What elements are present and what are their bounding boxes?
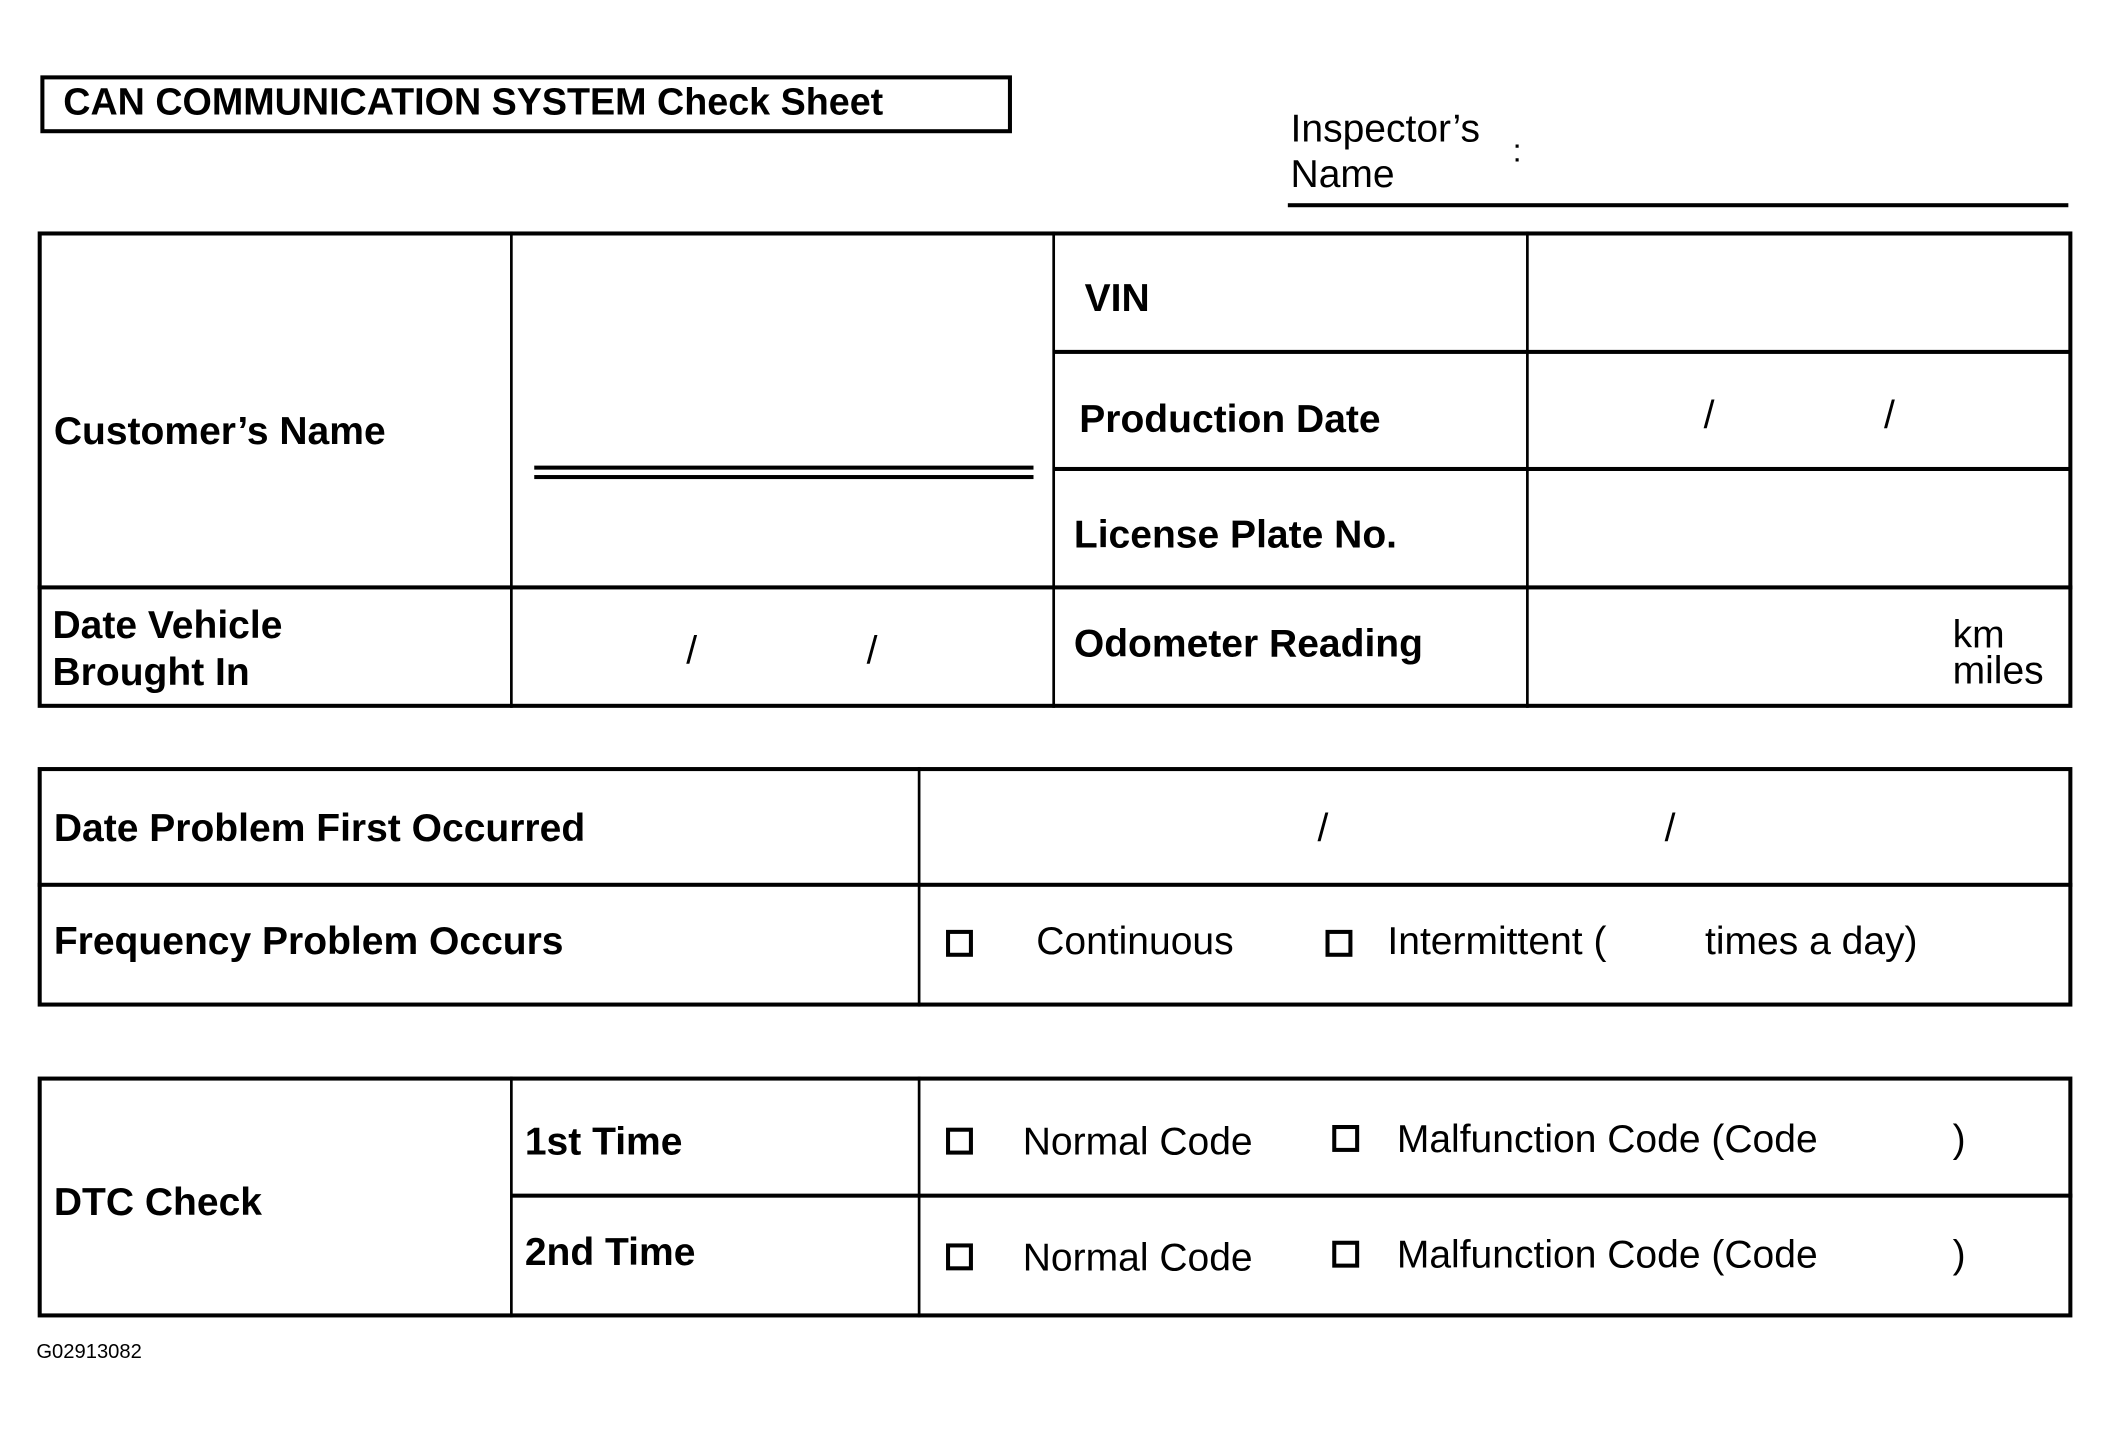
second-malfunction-checkbox[interactable] [1332,1240,1360,1268]
second-normal-checkbox[interactable] [946,1243,973,1271]
inspector-label-line2: Name [1290,153,1395,197]
divider [510,231,513,708]
second-malfunction-label: Malfunction Code (Code [1396,1234,1818,1278]
divider [511,1193,2073,1198]
odometer-label: Odometer Reading [1073,623,1423,667]
inspector-colon: : [1512,133,1522,170]
figure-id: G02913082 [36,1340,142,1364]
date-separator: / [1317,807,1329,851]
first-normal-checkbox[interactable] [946,1127,973,1155]
continuous-label: Continuous [1036,920,1234,964]
first-normal-label: Normal Code [1022,1120,1253,1165]
title-box [40,75,1012,134]
customer-name-field-line [534,475,1034,480]
date-separator: / [686,629,698,673]
customer-name-label: Customer’s Name [53,410,386,454]
divider [1053,349,2072,354]
close-paren: ) [1952,1118,1966,1162]
date-brought-in-label-line2: Brought In [52,651,250,695]
date-separator: / [1664,807,1676,851]
continuous-checkbox[interactable] [946,929,973,957]
dtc-check-label: DTC Check [53,1181,263,1225]
inspector-name-field[interactable] [1287,203,2069,208]
customer-name-field-line[interactable] [534,465,1034,470]
intermittent-label: Intermittent ( [1387,920,1607,964]
first-malfunction-checkbox[interactable] [1332,1125,1360,1152]
date-brought-in-label-line1: Date Vehicle [52,604,283,648]
date-separator: / [866,629,878,673]
production-date-label: Production Date [1079,398,1381,442]
divider [37,585,2073,590]
second-time-label: 2nd Time [524,1231,696,1275]
divider [1053,466,2072,471]
close-paren: ) [1952,1234,1966,1278]
first-time-label: 1st Time [524,1120,683,1165]
unit-miles: miles [1952,649,2044,694]
vin-label: VIN [1084,277,1150,321]
page-title: CAN COMMUNICATION SYSTEM Check Sheet [63,80,884,123]
first-malfunction-label: Malfunction Code (Code [1396,1118,1818,1162]
date-separator: / [1703,394,1715,438]
date-first-occurred-label: Date Problem First Occurred [53,807,586,851]
unit-km: km [1952,613,2005,657]
frequency-label: Frequency Problem Occurs [53,920,564,964]
inspector-label-line1: Inspector’s [1290,107,1480,151]
license-plate-field[interactable] [1530,472,2068,585]
intermittent-checkbox[interactable] [1325,929,1353,957]
vin-field[interactable] [1530,237,2068,350]
times-a-day-label: times a day) [1705,920,1918,964]
date-separator: / [1883,394,1895,438]
second-normal-label: Normal Code [1022,1236,1253,1280]
divider [37,882,2073,887]
license-plate-label: License Plate No. [1073,514,1398,558]
